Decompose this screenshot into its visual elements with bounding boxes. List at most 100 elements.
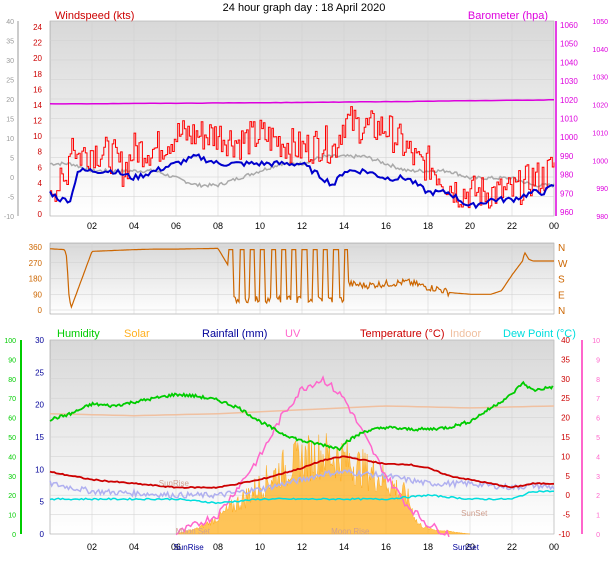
page-title: 24 hour graph day : 18 April 2020 <box>223 2 386 14</box>
y-humidity-tick-label: 10 <box>8 513 16 520</box>
y-tick-label: 35 <box>6 39 14 46</box>
y-right-tick-label: 1040 <box>592 47 608 54</box>
y-inner-tick-label: 20 <box>33 54 42 63</box>
series-barometer <box>49 98 555 105</box>
y-humidity-tick-label: 70 <box>8 396 16 403</box>
y-humidity-tick-label: 90 <box>8 357 16 364</box>
y-tick-label: 270 <box>29 259 43 268</box>
y-inner-tick-label: 2 <box>38 194 43 203</box>
y-inner-tick-label: 16 <box>33 85 42 94</box>
x-tick-label: 14 <box>339 542 349 552</box>
y-tick-label: 360 <box>29 243 43 252</box>
y-rainfall-tick-label: 0 <box>40 530 45 539</box>
y-right-inner-tick-label: 1020 <box>560 96 578 105</box>
x-tick-label: 02 <box>87 542 97 552</box>
y-tick-label: 5 <box>10 156 14 163</box>
annotation-label: SunSet <box>461 509 488 518</box>
solar-label: Solar <box>124 328 150 340</box>
windspeed-label: Windspeed (kts) <box>55 10 134 22</box>
y-temperature-tick-label: 25 <box>561 394 570 403</box>
y-right-tick-label: 980 <box>596 214 608 221</box>
x-tick-label: 06 <box>171 221 181 231</box>
y-right-inner-tick-label: 990 <box>560 152 574 161</box>
y-temperature-tick-label: 5 <box>566 472 571 481</box>
y-tick-label: -10 <box>4 214 14 221</box>
uv-label: UV <box>285 328 301 340</box>
y-inner-tick-label: 12 <box>33 117 42 126</box>
y-right-inner-tick-label: 970 <box>560 189 574 198</box>
y-humidity-tick-label: 60 <box>8 416 16 423</box>
y-uv-tick-label: 2 <box>596 493 600 500</box>
x-tick-label: 16 <box>381 221 391 231</box>
y-uv-tick-label: 3 <box>596 474 600 481</box>
y-rainfall-tick-label: 15 <box>35 433 44 442</box>
y-right-inner-tick-label: 1050 <box>560 40 578 49</box>
y-right-tick-label: 1010 <box>592 130 608 137</box>
y-temperature-tick-label: 15 <box>561 433 570 442</box>
y-rainfall-tick-label: 20 <box>35 401 44 410</box>
y-tick-label: 0 <box>38 306 43 315</box>
y-tick-label: 25 <box>6 78 14 85</box>
y-temperature-tick-label: -5 <box>563 511 571 520</box>
y-right-tick-label: 1000 <box>592 158 608 165</box>
y-inner-tick-label: 18 <box>33 70 42 79</box>
y-right-tick-label: 1050 <box>592 19 608 26</box>
y-rainfall-tick-label: 30 <box>35 336 44 345</box>
y-uv-tick-label: 9 <box>596 357 600 364</box>
rainfall-label: Rainfall (mm) <box>202 328 267 340</box>
x-tick-label: 14 <box>339 221 349 231</box>
y-inner-tick-label: 0 <box>38 210 43 219</box>
x-tick-label: 02 <box>87 221 97 231</box>
series-indoor <box>49 405 555 417</box>
y-uv-tick-label: 4 <box>596 454 600 461</box>
annotation-label: SunSet <box>453 543 480 552</box>
y-tick-label: 30 <box>6 58 14 65</box>
barometer-label: Barometer (hpa) <box>468 10 548 22</box>
compass-label: S <box>558 275 565 286</box>
y-tick-label: 10 <box>6 136 14 143</box>
x-tick-label: 04 <box>129 221 139 231</box>
y-right-inner-tick-label: 1010 <box>560 115 578 124</box>
x-tick-label: 18 <box>423 221 433 231</box>
series-windspeed <box>50 106 555 209</box>
y-rainfall-tick-label: 10 <box>35 465 44 474</box>
compass-label: E <box>558 290 565 301</box>
x-tick-label: 16 <box>381 542 391 552</box>
series-wind-direction <box>50 247 554 310</box>
humidity-label: Humidity <box>57 328 100 340</box>
y-humidity-tick-label: 80 <box>8 377 16 384</box>
annotation-label: Moon Rise <box>331 527 370 536</box>
y-temperature-tick-label: 30 <box>561 375 570 384</box>
x-tick-label: 08 <box>213 221 223 231</box>
y-inner-tick-label: 6 <box>38 163 43 172</box>
compass-label: N <box>558 243 565 254</box>
series-temperature <box>49 455 555 489</box>
y-tick-label: 20 <box>6 97 14 104</box>
y-uv-tick-label: 5 <box>596 435 600 442</box>
x-tick-label: 12 <box>297 542 307 552</box>
x-tick-label: 10 <box>255 542 265 552</box>
x-tick-label: 22 <box>507 542 517 552</box>
y-right-inner-tick-label: 1000 <box>560 133 578 142</box>
annotation-label: Moon Set <box>176 527 211 536</box>
y-right-inner-tick-label: 980 <box>560 171 574 180</box>
series-dewpoint <box>49 490 554 505</box>
y-inner-tick-label: 22 <box>33 39 42 48</box>
x-tick-label: 22 <box>507 221 517 231</box>
temperature-label: Temperature (°C) <box>360 328 444 340</box>
y-tick-label: 180 <box>29 275 43 284</box>
x-tick-label: 00 <box>549 221 559 231</box>
dewpoint-label: Dew Point (°C) <box>503 328 576 340</box>
y-right-tick-label: 990 <box>596 186 608 193</box>
y-humidity-tick-label: 40 <box>8 454 16 461</box>
y-tick-label: 90 <box>33 290 42 299</box>
compass-label: W <box>558 259 568 270</box>
x-tick-label: 20 <box>465 221 475 231</box>
y-inner-tick-label: 4 <box>38 179 43 188</box>
y-humidity-tick-label: 50 <box>8 435 16 442</box>
y-right-inner-tick-label: 1030 <box>560 77 578 86</box>
series-uv <box>175 375 450 538</box>
y-uv-tick-label: 8 <box>596 377 600 384</box>
y-inner-tick-label: 10 <box>33 132 42 141</box>
x-tick-label: 18 <box>423 542 433 552</box>
